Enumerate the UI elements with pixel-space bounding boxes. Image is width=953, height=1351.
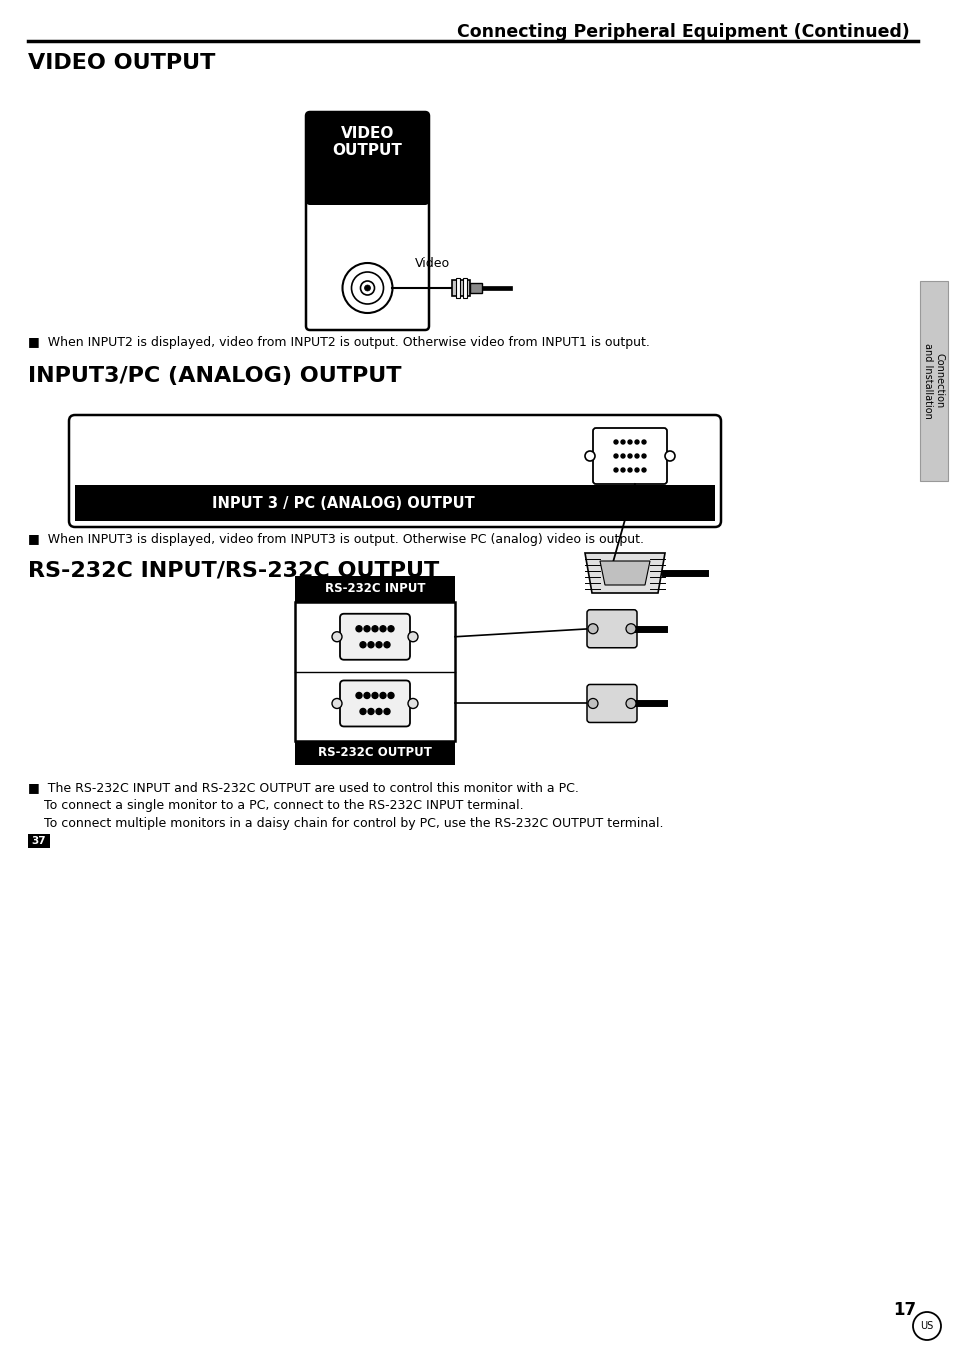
Bar [310,158,424,201]
Circle shape [641,440,645,444]
Circle shape [627,467,631,471]
Circle shape [641,467,645,471]
Text: 37: 37 [31,836,47,846]
Circle shape [359,708,366,715]
Bar [463,278,467,299]
Circle shape [620,454,624,458]
Circle shape [364,693,370,698]
Circle shape [355,693,361,698]
Polygon shape [584,553,664,593]
Bar [470,282,482,293]
Circle shape [384,708,390,715]
Text: INPUT 3 / PC (ANALOG) OUTPUT: INPUT 3 / PC (ANALOG) OUTPUT [213,496,475,511]
Text: US: US [920,1321,933,1331]
Bar [482,286,512,290]
Text: To connect multiple monitors in a daisy chain for control by PC, use the RS-232C: To connect multiple monitors in a daisy … [28,817,662,830]
Circle shape [614,467,618,471]
FancyBboxPatch shape [306,112,429,330]
Circle shape [627,454,631,458]
Polygon shape [599,561,649,585]
Circle shape [664,451,675,461]
Circle shape [614,440,618,444]
Circle shape [408,632,417,642]
Circle shape [625,698,636,708]
Circle shape [351,272,383,304]
Circle shape [372,693,377,698]
Circle shape [388,626,394,632]
Bar [75,485,714,521]
Bar [452,280,470,296]
Circle shape [614,454,618,458]
Circle shape [332,632,341,642]
Circle shape [332,698,341,708]
Text: VIDEO OUTPUT: VIDEO OUTPUT [28,53,215,73]
Circle shape [625,624,636,634]
Text: Video: Video [415,257,450,270]
FancyBboxPatch shape [586,609,637,647]
Circle shape [359,642,366,647]
Bar [28,834,50,848]
Circle shape [375,708,381,715]
Bar [294,603,455,740]
Text: VIDEO
OUTPUT: VIDEO OUTPUT [333,126,402,158]
Text: ■  When INPUT2 is displayed, video from INPUT2 is output. Otherwise video from I: ■ When INPUT2 is displayed, video from I… [28,336,649,349]
Circle shape [620,467,624,471]
Text: RS-232C INPUT/RS-232C OUTPUT: RS-232C INPUT/RS-232C OUTPUT [28,561,438,581]
Text: ■  When INPUT3 is displayed, video from INPUT3 is output. Otherwise PC (analog) : ■ When INPUT3 is displayed, video from I… [28,534,643,546]
FancyBboxPatch shape [69,415,720,527]
Circle shape [627,440,631,444]
Text: Connection
and Installation: Connection and Installation [923,343,943,419]
Circle shape [368,642,374,647]
Circle shape [342,263,392,313]
Circle shape [912,1312,940,1340]
Circle shape [620,440,624,444]
Circle shape [379,626,386,632]
Circle shape [587,624,598,634]
FancyBboxPatch shape [306,112,429,205]
Circle shape [635,440,639,444]
FancyBboxPatch shape [339,681,410,727]
Circle shape [375,642,381,647]
Circle shape [635,454,639,458]
Circle shape [364,285,370,290]
Bar [75,485,714,494]
Circle shape [379,693,386,698]
Circle shape [360,281,375,295]
Text: To connect a single monitor to a PC, connect to the RS-232C INPUT terminal.: To connect a single monitor to a PC, con… [28,798,523,812]
Circle shape [384,642,390,647]
FancyBboxPatch shape [586,685,637,723]
Circle shape [364,626,370,632]
Text: RS-232C INPUT: RS-232C INPUT [324,582,425,596]
Text: ■  The RS-232C INPUT and RS-232C OUTPUT are used to control this monitor with a : ■ The RS-232C INPUT and RS-232C OUTPUT a… [28,781,578,794]
Circle shape [368,708,374,715]
Circle shape [388,693,394,698]
Text: INPUT3/PC (ANALOG) OUTPUT: INPUT3/PC (ANALOG) OUTPUT [28,366,401,386]
Bar [919,281,947,481]
FancyBboxPatch shape [339,613,410,659]
Circle shape [372,626,377,632]
Circle shape [641,454,645,458]
Circle shape [635,467,639,471]
Circle shape [355,626,361,632]
Bar [456,278,460,299]
Circle shape [587,698,598,708]
Text: Connecting Peripheral Equipment (Continued): Connecting Peripheral Equipment (Continu… [456,23,909,41]
Bar [294,740,455,765]
FancyBboxPatch shape [593,428,666,484]
Bar [294,576,455,603]
Text: 17: 17 [892,1301,915,1319]
Text: RS-232C OUTPUT: RS-232C OUTPUT [317,747,432,759]
Circle shape [584,451,595,461]
Circle shape [408,698,417,708]
